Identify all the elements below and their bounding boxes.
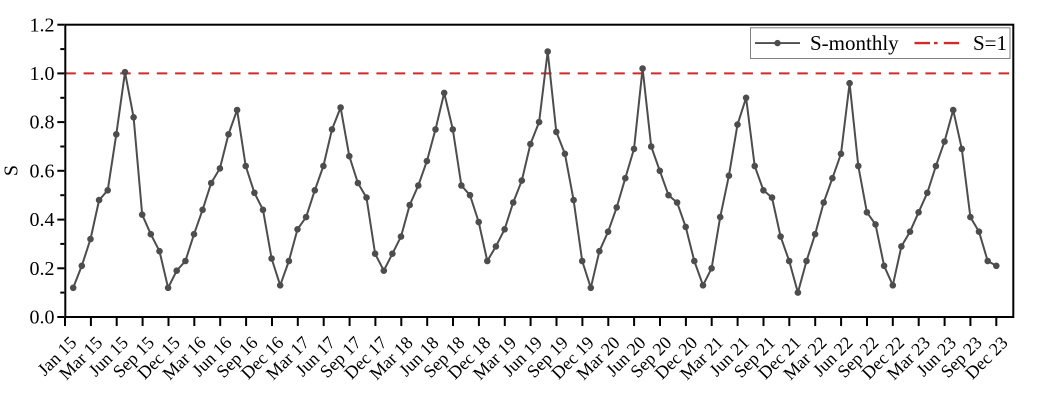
- svg-text:1.2: 1.2: [30, 14, 55, 36]
- svg-text:0.4: 0.4: [30, 209, 55, 231]
- svg-text:S=1: S=1: [973, 31, 1007, 55]
- svg-text:1.0: 1.0: [30, 63, 55, 85]
- svg-text:S-monthly: S-monthly: [810, 31, 899, 55]
- svg-text:0.8: 0.8: [30, 112, 55, 134]
- svg-text:0.2: 0.2: [30, 258, 55, 280]
- svg-text:0.0: 0.0: [30, 307, 55, 329]
- svg-text:S: S: [1, 165, 23, 176]
- svg-text:0.6: 0.6: [30, 160, 55, 182]
